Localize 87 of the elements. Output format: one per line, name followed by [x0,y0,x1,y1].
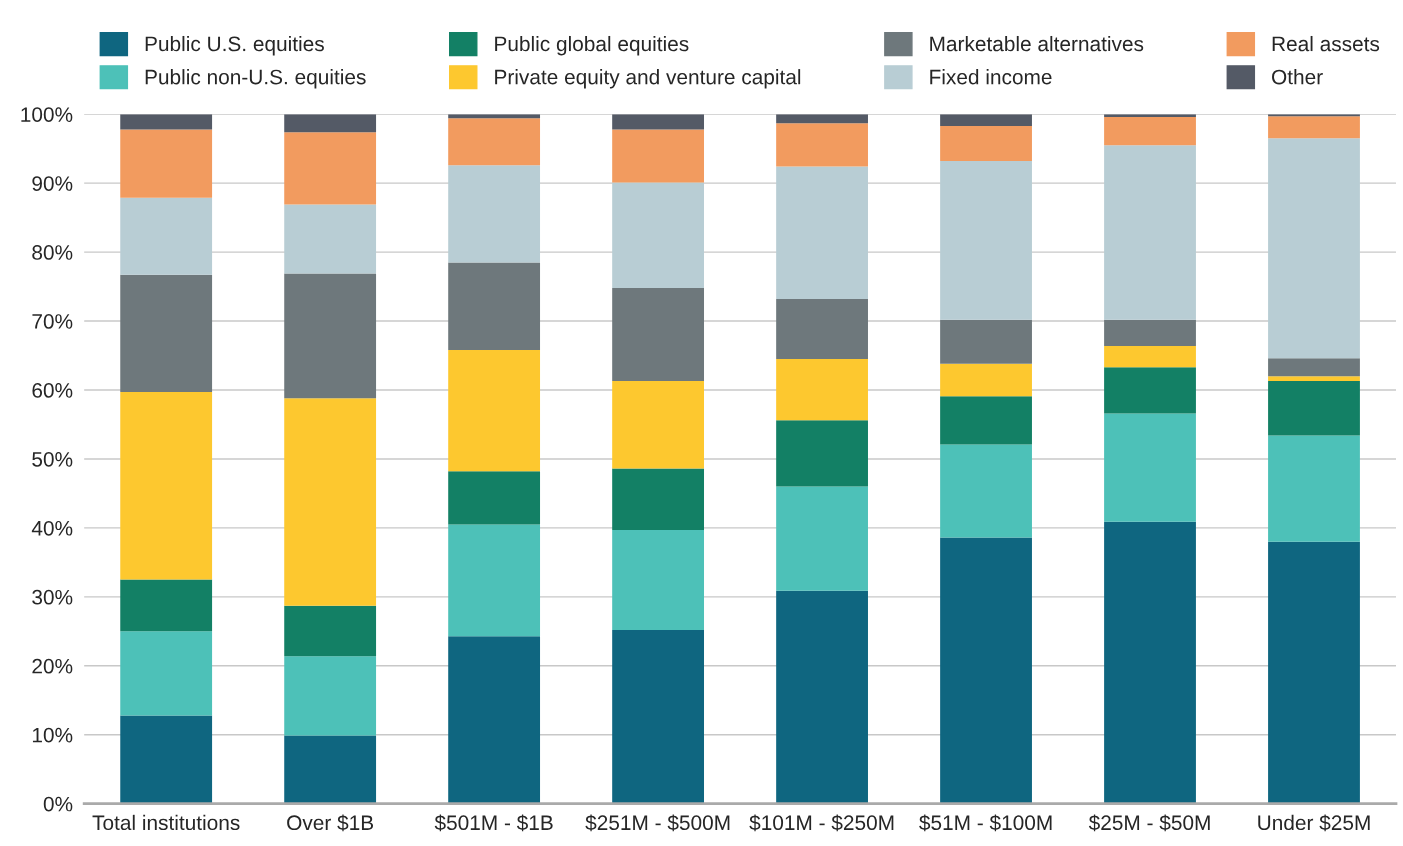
bar [120,129,213,198]
bar [1268,358,1360,377]
bar [1104,413,1196,522]
legend-label: Public non-U.S. equities [145,69,366,89]
legend-label: Marketable alternatives [930,35,1144,52]
bar [120,631,213,716]
bar [1104,145,1196,320]
bar [1104,521,1196,804]
bar [776,166,868,299]
y-tick-label: 60% [32,383,73,398]
y-tick-label: 30% [32,589,73,605]
bar [612,114,705,130]
bar [940,319,1032,364]
y-tick-label: 80% [32,245,73,260]
bar [1268,435,1360,542]
bar [612,468,705,530]
legend-label: Fixed income [930,69,1052,85]
legend-label: Public global equities [495,35,689,56]
bar [1104,116,1196,146]
bar [776,590,868,804]
bar [120,274,213,393]
x-tick-label: Over $1B [287,814,374,832]
x-tick-label: Total institutions [92,814,240,831]
y-tick-label: 100% [21,107,73,122]
bar [776,358,868,421]
y-tick-label: 40% [31,520,73,536]
bar [284,605,377,657]
bar [940,114,1032,126]
bar [120,114,213,130]
bar [612,529,705,630]
bar [1268,541,1360,804]
legend-label: Public U.S. equities [145,35,324,56]
bar [284,398,377,606]
bar [448,165,541,263]
bar [120,579,213,632]
y-tick-label: 0% [43,796,73,812]
bar [1268,376,1360,382]
bar [776,486,868,591]
bar [284,132,377,205]
x-tick-label: $25M - $50M [1088,814,1210,832]
bar [940,396,1032,445]
legend-label: Other [1272,69,1323,85]
bar [612,629,705,804]
bar [120,715,213,804]
bar [284,273,377,399]
bar [940,444,1032,538]
bar [1104,345,1196,368]
bar [120,197,213,275]
bar [448,471,541,525]
bar [284,114,377,133]
bar [1268,381,1360,436]
bar [284,204,377,274]
bar [940,363,1032,397]
bar [612,287,705,382]
x-tick-label: $251M - $500M [585,814,730,832]
y-tick-label: 70% [32,314,73,329]
y-tick-label: 50% [32,451,73,467]
bar [448,350,541,472]
bar [940,537,1032,804]
bar [448,636,541,804]
bar [284,735,377,804]
bar [776,420,868,487]
bar [1268,138,1360,359]
bar [448,262,541,351]
y-tick-label: 90% [32,176,73,191]
bar [448,118,541,166]
y-tick-label: 20% [32,658,73,674]
bar [1104,319,1196,346]
legend-label: Private equity and venture capital [495,69,801,89]
bar [940,125,1032,162]
bar [612,182,705,288]
bar [1104,367,1196,414]
bar [612,381,705,469]
y-tick-label: 10% [32,727,73,743]
bar [612,129,705,183]
x-tick-label: $101M - $250M [749,814,894,832]
bar [776,123,868,167]
bar [284,656,377,736]
bar [1268,116,1360,139]
legend-label: Real assets [1272,35,1380,52]
bar [940,161,1032,320]
bar [776,298,868,359]
x-tick-label: $51M - $100M [919,814,1052,832]
bar [448,524,541,637]
x-tick-label: $501M - $1B [434,814,553,832]
x-tick-label: Under $25M [1258,814,1370,832]
bar [120,392,213,580]
